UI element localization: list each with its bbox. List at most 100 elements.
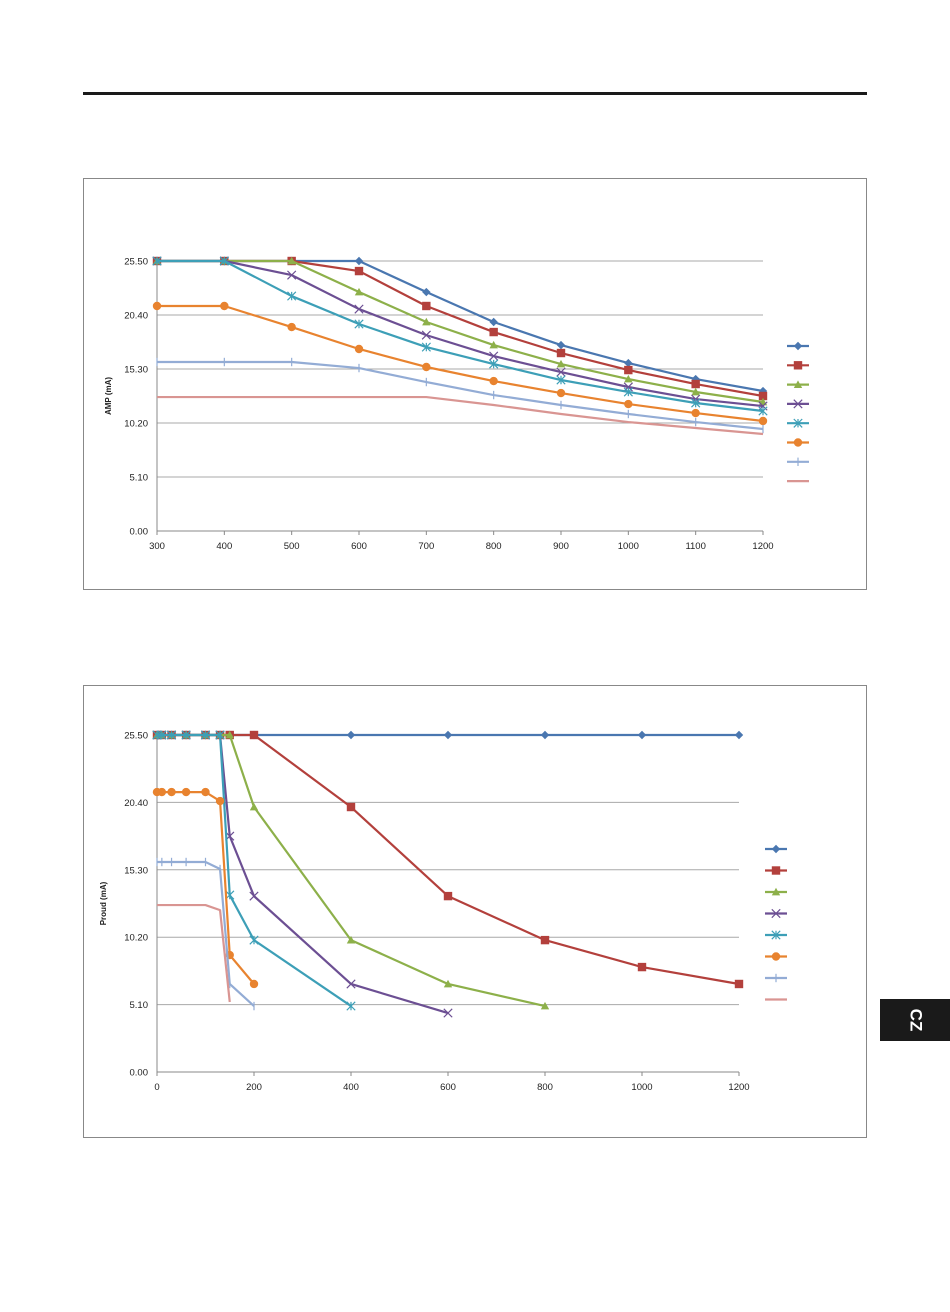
amp-chart-series-1-point — [556, 340, 566, 350]
amp-chart-x-tick-label: 600 — [351, 541, 367, 552]
amp-chart-x-tick-label: 1000 — [618, 541, 639, 552]
current-chart-series-2-point — [443, 891, 453, 901]
current-chart-x-tick-label: 1200 — [728, 1082, 749, 1093]
current-chart-series-3-point — [346, 935, 356, 944]
amp-chart-series-5-line — [157, 259, 764, 413]
amp-chart-y-tick-label: 0.00 — [130, 527, 149, 538]
amp-chart-series-6-point — [422, 362, 431, 372]
amp-chart-x-tick-label: 400 — [216, 541, 232, 552]
current-chart-series-5-point — [249, 935, 259, 945]
current-chart-series-1-point — [540, 730, 550, 740]
current-chart-series-6-point — [181, 787, 191, 797]
amp-chart-series-1-point — [422, 287, 431, 297]
current-chart-series-6-point — [201, 787, 210, 797]
amp-chart-x-tick-label: 700 — [418, 541, 434, 552]
amp-chart-series-2-point — [624, 365, 633, 375]
current-chart-series-1-point — [443, 730, 453, 740]
amp-chart-series-6-point — [152, 301, 162, 311]
amp-chart-series-5-point — [152, 256, 162, 266]
amp-chart-x-tick-label: 500 — [284, 541, 300, 552]
amp-chart-series-5-point — [421, 342, 431, 352]
current-chart-series-4-point — [249, 891, 259, 901]
amp-chart-series-6-point — [489, 376, 498, 386]
current-chart-series-2-point — [637, 962, 647, 972]
current-chart-x-tick-label: 800 — [537, 1082, 553, 1093]
current-chart-series-2-point — [734, 979, 744, 989]
amp-chart-legend-marker-3 — [793, 380, 803, 388]
amp-chart-series-7 — [156, 357, 764, 434]
amp-chart-legend-marker-2 — [793, 361, 803, 370]
current-chart-series-3-point — [225, 730, 234, 739]
amp-chart-x-tick-label: 300 — [149, 541, 165, 552]
current-chart-series-6-line — [157, 790, 255, 985]
amp-chart-legend-marker-4 — [793, 399, 803, 409]
amp-chart-series-4-point — [421, 330, 431, 340]
current-chart-series-8 — [157, 903, 231, 1003]
amp-chart-series-1-point — [354, 256, 364, 266]
amp-chart-series-6-point — [624, 399, 633, 409]
amp-chart-series-5-point — [556, 375, 566, 385]
amp-chart-series-3-point — [624, 374, 633, 383]
current-chart-x-tick-label: 0 — [154, 1082, 159, 1093]
amp-chart-x-tick-label: 800 — [486, 541, 502, 552]
amp-chart-y-tick-label: 5.10 — [130, 473, 149, 484]
header-rule — [83, 92, 867, 95]
amp-chart-legend-marker-1 — [793, 341, 803, 351]
current-chart-series-1-point — [637, 730, 647, 740]
current-chart-series-2-point — [249, 730, 259, 740]
current-chart-legend-marker-2 — [771, 866, 781, 875]
current-chart-series-1-point — [734, 730, 744, 740]
amp-chart-series-1-point — [489, 317, 498, 327]
amp-chart-x-tick-label: 1200 — [752, 541, 773, 552]
amp-chart-series-5-point — [691, 398, 701, 408]
current-chart-legend-marker-5 — [771, 930, 781, 940]
current-chart-series-3-line — [157, 733, 546, 1008]
amp-chart-series-2-point — [422, 301, 431, 311]
amp-chart-series-3 — [152, 256, 768, 406]
current-chart-y-tick-label: 10.20 — [124, 933, 148, 944]
amp-chart-series-2-point — [758, 391, 768, 401]
amp-chart-series-5-point — [287, 291, 297, 301]
amp-chart-series-3-point — [287, 256, 296, 265]
current-chart-x-tick-label: 600 — [440, 1082, 456, 1093]
current-chart-series-5-point — [200, 730, 211, 740]
amp-chart-series-2-point — [354, 266, 364, 276]
amp-chart-y-tick-label: 20.40 — [124, 311, 148, 322]
current-chart-series-5-point — [181, 730, 191, 740]
amp-chart-series-7-line — [157, 360, 764, 431]
current-chart-series-5-point — [346, 1001, 356, 1011]
amp-chart-series-2-point — [691, 379, 700, 389]
amp-chart-series-3-point — [691, 387, 700, 396]
amp-chart-svg: 0.00 5.10 10.20 15.30 20.40 25.50 300 400 500 600… — [104, 256, 809, 552]
amp-chart-series-6-point — [556, 388, 566, 398]
current-chart-series-1-point — [346, 730, 356, 740]
amp-chart-series-2 — [152, 256, 768, 401]
amp-chart-series-4-point — [287, 270, 297, 280]
amp-chart-series-2-point — [556, 348, 566, 358]
amp-chart-series-5-point — [354, 319, 364, 329]
amp-chart-series-6-point — [220, 301, 229, 311]
amp-chart-series-8 — [157, 395, 764, 436]
language-tab[interactable]: CZ — [880, 999, 950, 1041]
current-chart-y-tick-label: 20.40 — [124, 798, 148, 809]
amp-chart-series-6-point — [354, 344, 364, 354]
current-chart-series-7 — [156, 857, 255, 1011]
current-chart-series-6-point — [249, 979, 259, 989]
current-chart-series-6-point — [167, 787, 176, 797]
amp-chart-series-6-point — [691, 408, 700, 418]
current-chart-series-2-point — [540, 935, 550, 945]
amp-chart-series-2-point — [489, 327, 498, 337]
current-chart-series-5 — [152, 730, 356, 1011]
current-chart-svg: 0.00 5.10 10.20 15.30 20.40 25.50 0 200 400 600 80… — [99, 730, 787, 1093]
language-tab-label: CZ — [905, 1008, 925, 1032]
current-chart-series-6-point — [157, 787, 167, 797]
amp-chart-x-tick-label: 900 — [553, 541, 569, 552]
current-chart-x-tick-label: 200 — [246, 1082, 262, 1093]
current-chart-y-tick-label: 15.30 — [124, 865, 148, 876]
amp-chart-y-tick-label: 10.20 — [124, 419, 148, 430]
current-chart-legend-marker-3 — [771, 887, 781, 896]
amp-chart-series-6 — [152, 301, 768, 426]
amp-chart-series-3-point — [422, 317, 431, 326]
current-chart-legend-marker-6 — [771, 952, 781, 961]
amp-chart-legend-marker-5 — [793, 418, 803, 428]
